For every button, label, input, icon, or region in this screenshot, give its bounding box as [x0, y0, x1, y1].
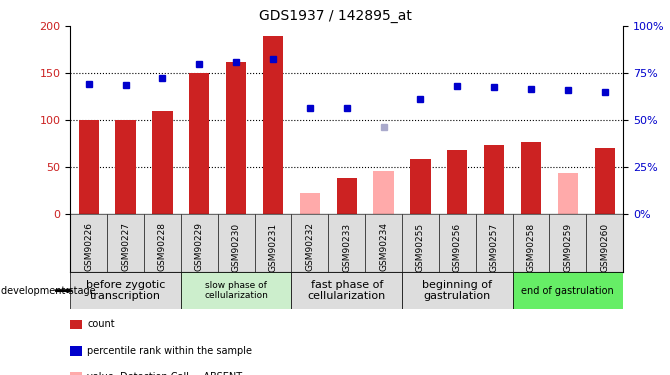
Bar — [365, 214, 402, 272]
Bar — [557, 173, 578, 214]
Bar — [255, 214, 291, 272]
Text: GSM90230: GSM90230 — [232, 222, 241, 272]
Bar — [594, 148, 615, 214]
Bar — [115, 120, 136, 214]
Bar — [70, 272, 181, 309]
Text: GSM90232: GSM90232 — [306, 222, 314, 272]
Bar — [299, 193, 320, 214]
Bar — [291, 214, 328, 272]
Bar — [513, 272, 623, 309]
Text: GSM90227: GSM90227 — [121, 222, 130, 272]
Text: before zygotic
transcription: before zygotic transcription — [86, 280, 165, 302]
Text: GSM90229: GSM90229 — [195, 222, 204, 272]
Bar — [447, 150, 468, 214]
Bar — [152, 111, 173, 214]
Text: GSM90260: GSM90260 — [600, 222, 609, 272]
Bar — [549, 214, 586, 272]
Text: beginning of
gastrulation: beginning of gastrulation — [422, 280, 492, 302]
Bar — [513, 214, 549, 272]
Text: GSM90234: GSM90234 — [379, 222, 388, 272]
Bar — [476, 214, 513, 272]
Bar — [226, 62, 247, 214]
Bar — [328, 214, 365, 272]
Bar — [78, 120, 99, 214]
Text: GSM90258: GSM90258 — [527, 222, 535, 272]
Bar — [373, 171, 394, 214]
Bar — [521, 142, 541, 214]
Text: GDS1937 / 142895_at: GDS1937 / 142895_at — [259, 9, 411, 23]
Text: GSM90259: GSM90259 — [563, 222, 572, 272]
Text: fast phase of
cellularization: fast phase of cellularization — [308, 280, 386, 302]
Bar — [70, 214, 107, 272]
Text: GSM90255: GSM90255 — [416, 222, 425, 272]
Text: end of gastrulation: end of gastrulation — [521, 286, 614, 296]
Bar — [402, 214, 439, 272]
Bar — [291, 272, 402, 309]
Text: percentile rank within the sample: percentile rank within the sample — [87, 346, 252, 355]
Text: GSM90256: GSM90256 — [453, 222, 462, 272]
Bar — [144, 214, 181, 272]
Text: GSM90231: GSM90231 — [269, 222, 277, 272]
Text: GSM90226: GSM90226 — [84, 222, 93, 272]
Text: development stage: development stage — [1, 286, 96, 296]
Bar — [263, 36, 283, 214]
Text: GSM90257: GSM90257 — [490, 222, 498, 272]
Text: GSM90228: GSM90228 — [158, 222, 167, 272]
Bar — [107, 214, 144, 272]
Bar — [189, 73, 210, 214]
Bar — [336, 178, 357, 214]
Bar — [439, 214, 476, 272]
Bar — [218, 214, 255, 272]
Bar — [410, 159, 431, 214]
Text: slow phase of
cellularization: slow phase of cellularization — [204, 281, 268, 300]
Text: GSM90233: GSM90233 — [342, 222, 351, 272]
Bar — [181, 214, 218, 272]
Bar — [402, 272, 513, 309]
Bar — [586, 214, 623, 272]
Bar — [484, 146, 505, 214]
Text: count: count — [87, 320, 115, 329]
Bar — [181, 272, 291, 309]
Text: value, Detection Call = ABSENT: value, Detection Call = ABSENT — [87, 372, 243, 375]
